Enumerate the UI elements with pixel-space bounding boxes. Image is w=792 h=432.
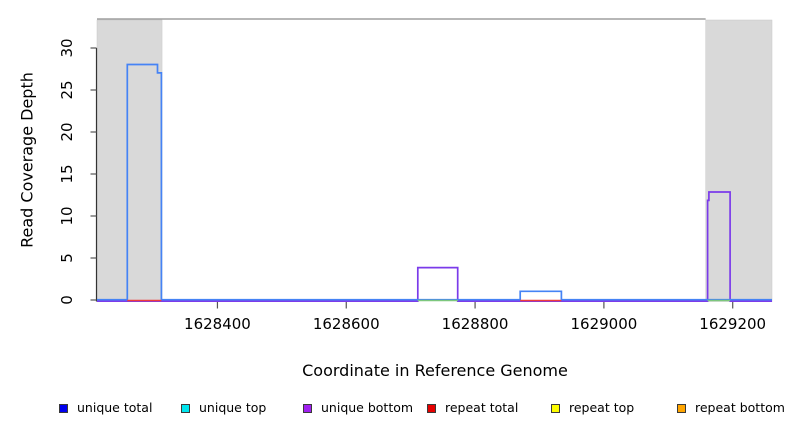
series-unique-bottom [97,191,772,303]
series-unique-total [97,63,772,301]
x-axis-title-text: Coordinate in Reference Genome [302,361,568,380]
x-tick-label: 1628800 [441,315,509,333]
y-tick-label: 10 [58,206,76,226]
y-tick-label: 20 [58,122,76,142]
x-tick-label: 1628600 [312,315,380,333]
y-tick-label: 0 [58,295,76,305]
x-tick-label: 1629000 [570,315,638,333]
y-tick-label: 25 [58,80,76,100]
x-tick-label: 1629200 [699,315,767,333]
masked-region-left [96,19,163,302]
y-tick-label: 30 [58,38,76,58]
y-axis-title: Read Coverage Depth [17,72,37,248]
x-axis-title: Coordinate in Reference Genome [0,361,792,380]
y-tick-label: 5 [58,253,76,263]
x-tick-label: 1628400 [184,315,251,333]
masked-region-right [705,19,773,302]
y-tick-label: 15 [58,164,76,184]
